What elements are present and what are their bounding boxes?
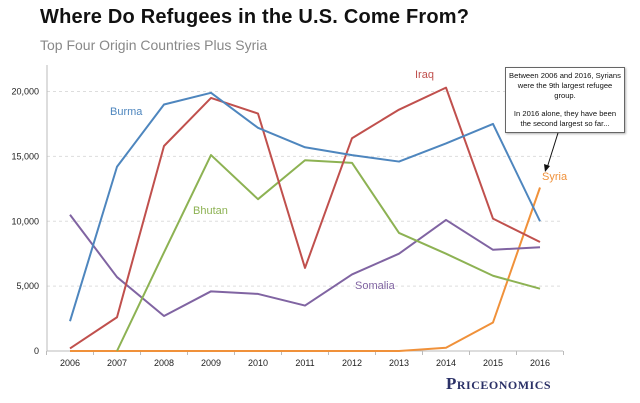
annotation-box: Between 2006 and 2016, Syrians were the … bbox=[505, 67, 625, 133]
x-tick-label: 2011 bbox=[295, 358, 314, 368]
chart-subtitle: Top Four Origin Countries Plus Syria bbox=[40, 37, 268, 53]
x-tick-label: 2015 bbox=[483, 358, 503, 368]
series-label-bhutan: Bhutan bbox=[193, 205, 228, 217]
series-label-burma: Burma bbox=[110, 106, 143, 118]
series-line-syria bbox=[70, 187, 541, 352]
arrow-head bbox=[544, 164, 550, 172]
annotation-arrow bbox=[546, 132, 559, 169]
y-tick-label: 20,000 bbox=[11, 87, 39, 97]
series-line-burma bbox=[69, 91, 541, 322]
x-tick-label: 2010 bbox=[248, 358, 268, 368]
annotation-text-2: In 2016 alone, they have been the second… bbox=[513, 109, 617, 128]
x-tick-label: 2007 bbox=[107, 358, 127, 368]
y-tick-label: 15,000 bbox=[11, 151, 39, 161]
y-tick-label: 5,000 bbox=[16, 281, 39, 291]
x-tick-label: 2013 bbox=[389, 358, 409, 368]
y-tick-label: 10,000 bbox=[11, 216, 39, 226]
annotation-text-1: Between 2006 and 2016, Syrians were the … bbox=[509, 71, 621, 100]
x-tick-label: 2016 bbox=[530, 358, 550, 368]
series-line-bhutan bbox=[116, 154, 541, 352]
x-tick-label: 2012 bbox=[342, 358, 362, 368]
x-tick-label: 2014 bbox=[436, 358, 456, 368]
series-label-iraq: Iraq bbox=[415, 69, 434, 81]
y-tick-label: 0 bbox=[34, 346, 39, 356]
series-label-somalia: Somalia bbox=[355, 280, 396, 292]
x-tick-label: 2006 bbox=[60, 358, 80, 368]
priceonomics-logo: Priceonomics bbox=[446, 374, 552, 393]
x-tick-label: 2009 bbox=[201, 358, 221, 368]
x-tick-label: 2008 bbox=[154, 358, 174, 368]
series-line-iraq bbox=[69, 86, 541, 350]
chart-title: Where Do Refugees in the U.S. Come From? bbox=[40, 6, 470, 28]
series-label-syria: Syria bbox=[542, 171, 568, 183]
